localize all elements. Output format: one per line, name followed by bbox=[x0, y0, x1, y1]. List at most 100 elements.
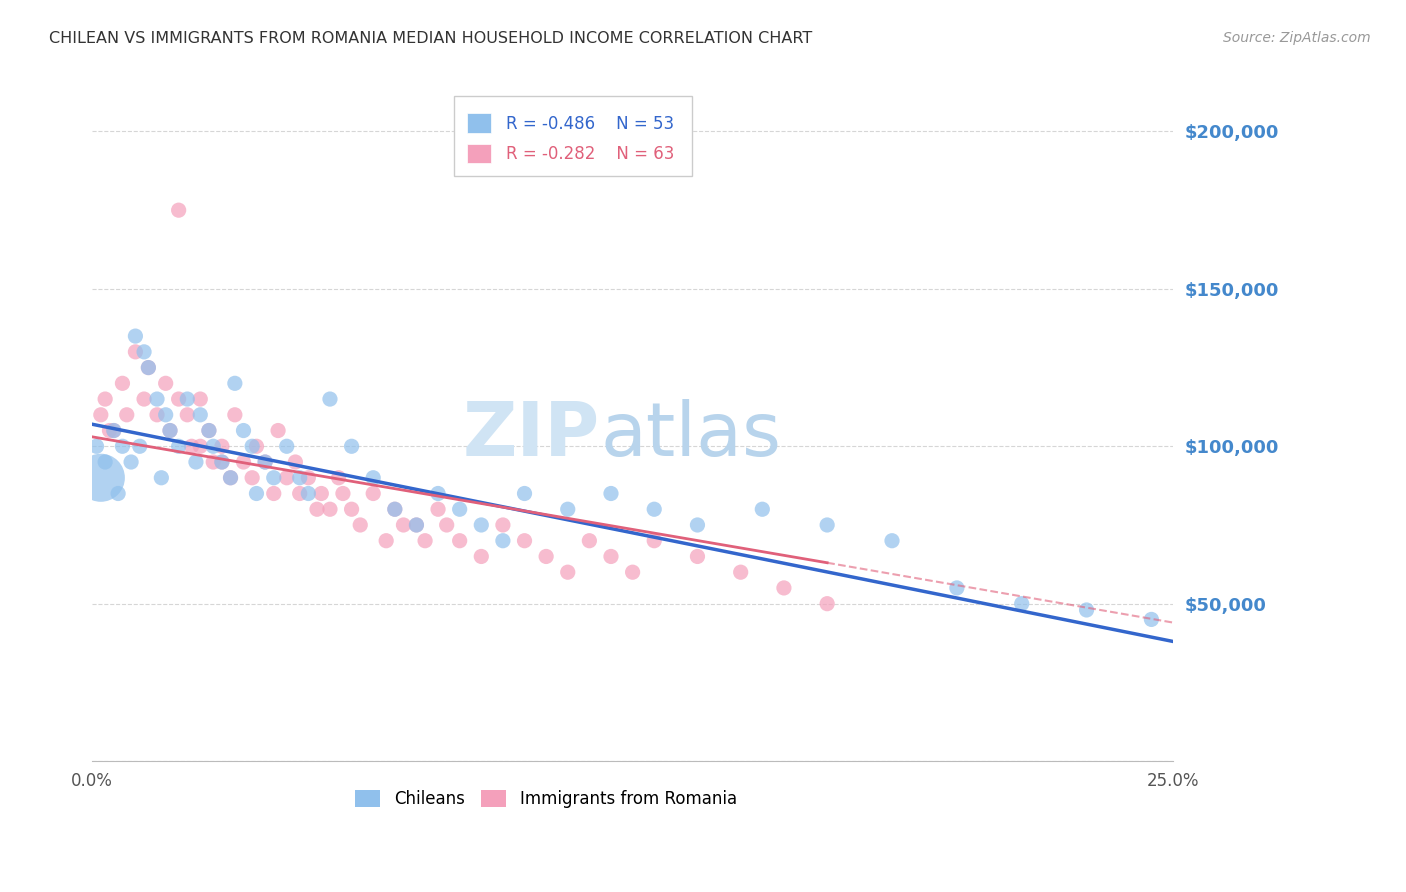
Point bbox=[240, 439, 263, 453]
Point bbox=[167, 203, 190, 218]
Point bbox=[167, 439, 190, 453]
Point bbox=[124, 329, 146, 343]
Point bbox=[211, 455, 233, 469]
Point bbox=[103, 424, 125, 438]
Point bbox=[513, 533, 536, 548]
Point bbox=[188, 439, 211, 453]
Point bbox=[384, 502, 406, 516]
Point bbox=[276, 471, 298, 485]
Point bbox=[946, 581, 969, 595]
Point bbox=[180, 439, 202, 453]
Point bbox=[107, 486, 129, 500]
Point bbox=[188, 392, 211, 406]
Point bbox=[413, 533, 436, 548]
Point bbox=[600, 486, 623, 500]
Point bbox=[328, 471, 350, 485]
Point bbox=[103, 424, 125, 438]
Point bbox=[288, 486, 311, 500]
Point bbox=[557, 502, 579, 516]
Point bbox=[349, 518, 371, 533]
Point bbox=[340, 439, 363, 453]
Point bbox=[120, 455, 142, 469]
Point bbox=[427, 502, 450, 516]
Text: R = -0.282    N = 63: R = -0.282 N = 63 bbox=[506, 145, 675, 163]
Point bbox=[284, 455, 307, 469]
Point bbox=[880, 533, 903, 548]
Point bbox=[621, 565, 644, 579]
Point bbox=[198, 424, 221, 438]
Point bbox=[332, 486, 354, 500]
Point bbox=[436, 518, 458, 533]
Point bbox=[1011, 597, 1033, 611]
Point bbox=[600, 549, 623, 564]
Point bbox=[449, 502, 471, 516]
Point bbox=[98, 424, 121, 438]
Point bbox=[111, 376, 134, 391]
Point bbox=[176, 392, 198, 406]
Point bbox=[751, 502, 773, 516]
Point bbox=[90, 408, 112, 422]
Point bbox=[534, 549, 557, 564]
Point bbox=[773, 581, 796, 595]
Point bbox=[427, 486, 450, 500]
Point bbox=[305, 502, 328, 516]
Point bbox=[254, 455, 277, 469]
Point bbox=[643, 533, 665, 548]
Point bbox=[240, 471, 263, 485]
Point bbox=[155, 376, 177, 391]
Point bbox=[340, 502, 363, 516]
Text: CHILEAN VS IMMIGRANTS FROM ROMANIA MEDIAN HOUSEHOLD INCOME CORRELATION CHART: CHILEAN VS IMMIGRANTS FROM ROMANIA MEDIA… bbox=[49, 31, 813, 46]
Point bbox=[557, 565, 579, 579]
Point bbox=[254, 455, 277, 469]
Text: atlas: atlas bbox=[600, 399, 782, 472]
Point bbox=[146, 408, 169, 422]
Point bbox=[492, 533, 515, 548]
Legend: Chileans, Immigrants from Romania: Chileans, Immigrants from Romania bbox=[349, 783, 744, 815]
Point bbox=[219, 471, 242, 485]
Point bbox=[132, 392, 155, 406]
Point bbox=[124, 344, 146, 359]
Point bbox=[578, 533, 600, 548]
Point bbox=[245, 439, 267, 453]
Point bbox=[392, 518, 415, 533]
Point bbox=[94, 455, 117, 469]
Point bbox=[245, 486, 267, 500]
Text: ZIP: ZIP bbox=[463, 399, 600, 472]
Point bbox=[128, 439, 150, 453]
Point bbox=[319, 502, 342, 516]
Point bbox=[815, 597, 838, 611]
Point bbox=[115, 408, 138, 422]
Point bbox=[513, 486, 536, 500]
Point bbox=[297, 471, 319, 485]
Point bbox=[159, 424, 181, 438]
Point bbox=[94, 392, 117, 406]
Point bbox=[384, 502, 406, 516]
Point bbox=[155, 408, 177, 422]
Point bbox=[202, 439, 225, 453]
Point bbox=[470, 549, 492, 564]
Point bbox=[90, 471, 112, 485]
Point bbox=[263, 486, 285, 500]
Text: R = -0.486    N = 53: R = -0.486 N = 53 bbox=[506, 115, 675, 133]
Point bbox=[167, 392, 190, 406]
Point bbox=[146, 392, 169, 406]
Point bbox=[184, 455, 207, 469]
Point bbox=[176, 408, 198, 422]
Point bbox=[470, 518, 492, 533]
Point bbox=[405, 518, 427, 533]
Point bbox=[211, 439, 233, 453]
Point bbox=[224, 408, 246, 422]
Point bbox=[361, 486, 384, 500]
Point bbox=[150, 471, 173, 485]
Point bbox=[198, 424, 221, 438]
Point bbox=[211, 455, 233, 469]
Point bbox=[686, 518, 709, 533]
FancyBboxPatch shape bbox=[467, 144, 491, 163]
Point bbox=[138, 360, 160, 375]
Point bbox=[492, 518, 515, 533]
Point bbox=[232, 455, 254, 469]
Point bbox=[730, 565, 752, 579]
Text: Source: ZipAtlas.com: Source: ZipAtlas.com bbox=[1223, 31, 1371, 45]
Point bbox=[267, 424, 290, 438]
Point bbox=[319, 392, 342, 406]
